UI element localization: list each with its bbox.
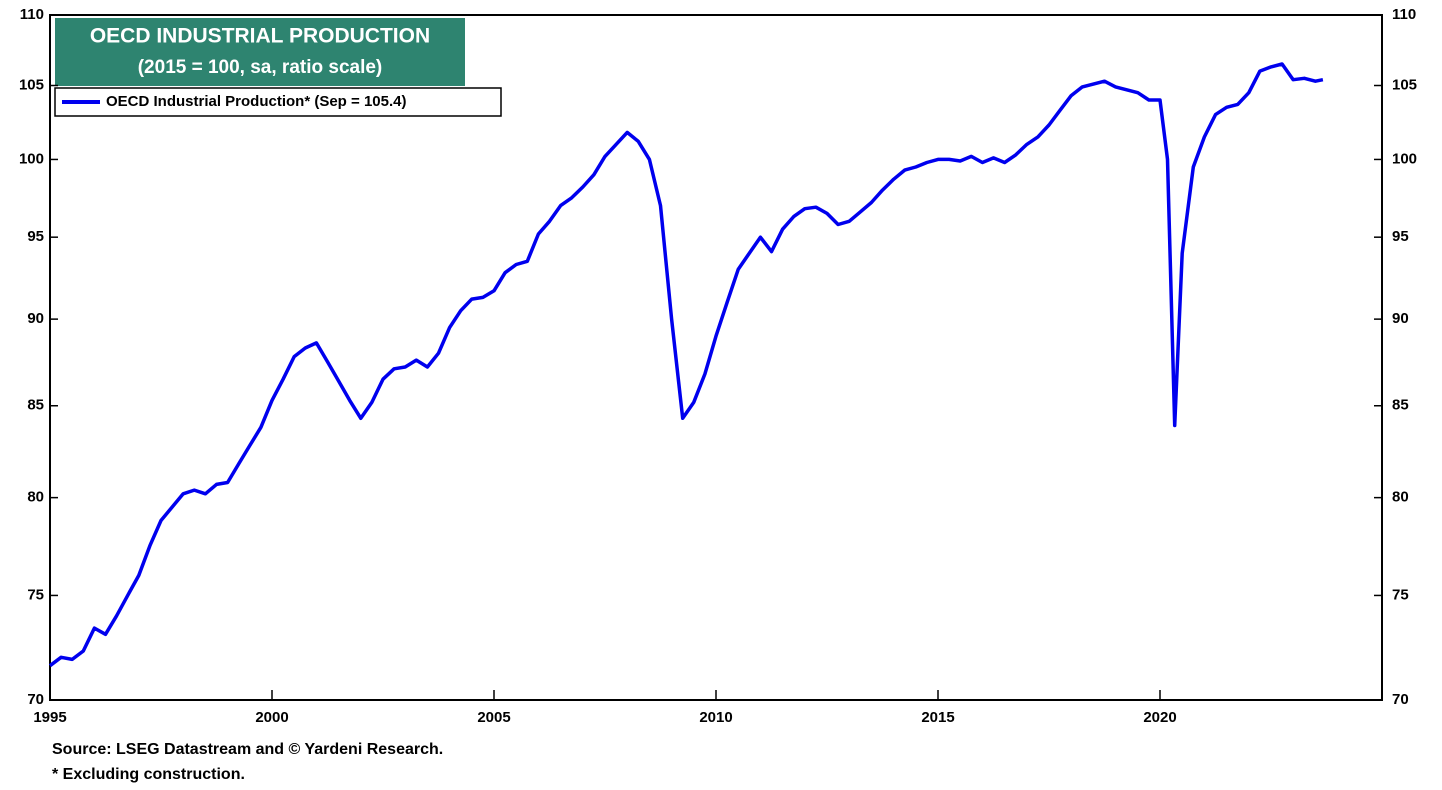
- y-tick-label: 105: [19, 76, 44, 93]
- y-tick-label: 110: [20, 6, 44, 23]
- source: Source: LSEG Datastream and © Yardeni Re…: [52, 741, 443, 758]
- chart-subtitle: (2015 = 100, sa, ratio scale): [138, 57, 383, 78]
- y2-tick-label: 80: [1392, 489, 1409, 506]
- chart-title: OECD INDUSTRIAL PRODUCTION: [90, 25, 430, 48]
- y-tick-label: 95: [27, 228, 44, 245]
- legend: [54, 87, 502, 117]
- y2-tick-label: 105: [1392, 76, 1417, 93]
- title-box: [55, 18, 465, 86]
- x-tick-label: 1995: [33, 709, 66, 726]
- y-tick-label: 80: [27, 489, 44, 506]
- y2-tick-label: 85: [1392, 397, 1409, 414]
- x-tick-label: 2020: [1143, 709, 1176, 726]
- legend-label: OECD Industrial Production* (Sep = 105.4…: [106, 93, 406, 110]
- x-tick-label: 2005: [477, 709, 510, 726]
- x-tick-label: 2015: [921, 709, 954, 726]
- plot-frame: [49, 14, 1383, 701]
- note: * Excluding construction.: [52, 766, 245, 783]
- y-tick-label: 75: [27, 586, 44, 603]
- y2-tick-label: 100: [1392, 150, 1417, 167]
- y2-tick-label: 70: [1392, 691, 1409, 708]
- x-tick-label: 2010: [699, 709, 732, 726]
- y2-tick-label: 110: [1392, 6, 1416, 23]
- y2-tick-label: 90: [1392, 310, 1409, 327]
- y-tick-label: 100: [19, 150, 44, 167]
- y-tick-label: 90: [27, 310, 44, 327]
- series-line: [48, 62, 1324, 668]
- y-tick-label: 85: [27, 397, 44, 414]
- x-tick-label: 2000: [255, 709, 288, 726]
- y2-tick-label: 95: [1392, 228, 1409, 245]
- y2-tick-label: 75: [1392, 586, 1409, 603]
- y-tick-label: 70: [27, 691, 44, 708]
